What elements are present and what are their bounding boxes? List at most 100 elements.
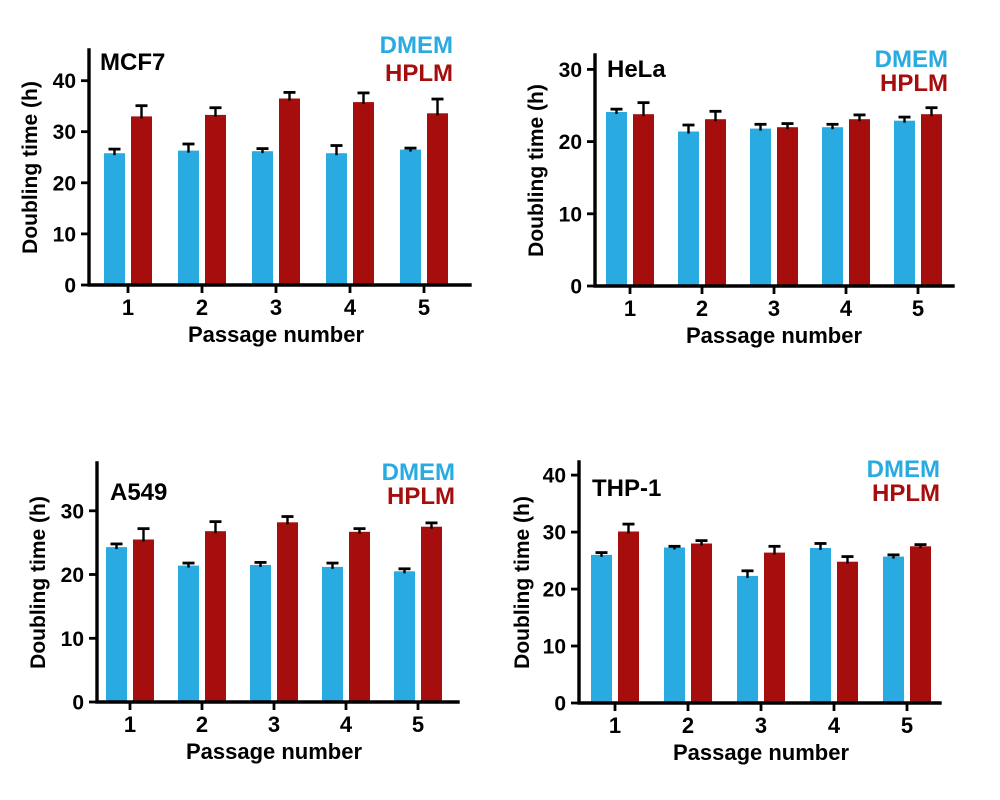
legend-dmem: DMEM: [380, 32, 453, 59]
legend-dmem: DMEM: [875, 46, 948, 73]
error-bar-hplm-p5: [425, 521, 438, 529]
error-bar-dmem-p1: [110, 542, 123, 550]
bar-dmem-p1: [606, 112, 627, 286]
error-bar-dmem-p2: [668, 544, 681, 550]
chart-a549: 0 10 20 30 1 2 3 4 5 Passage number Doubling time …: [27, 459, 460, 764]
error-bar-hplm-p4: [853, 113, 866, 122]
bar-hplm-p3: [279, 98, 300, 285]
x-tick-label: 1: [122, 295, 134, 320]
y-tick-label: 20: [53, 172, 76, 195]
error-bar-hplm-p1: [637, 101, 650, 117]
error-bar-hplm-p5: [925, 106, 938, 117]
error-bar-dmem-p2: [182, 561, 195, 568]
bar-dmem-p1: [106, 547, 127, 702]
bar-hplm-p2: [691, 543, 712, 703]
y-tick-label: 40: [53, 70, 76, 93]
y-tick-label: 10: [53, 223, 76, 246]
bar-dmem-p3: [750, 128, 771, 286]
x-tick-label: 3: [270, 295, 282, 320]
legend-dmem: DMEM: [382, 459, 455, 486]
bar-dmem-p3: [252, 151, 273, 285]
legend-dmem: DMEM: [867, 456, 940, 483]
bar-hplm-p2: [205, 114, 226, 286]
panel-title: MCF7: [100, 49, 165, 76]
error-bar-hplm-p1: [622, 522, 635, 534]
panel-title: HeLa: [607, 56, 666, 83]
bar-dmem-p1: [104, 153, 125, 285]
x-tick-label: 4: [344, 295, 357, 320]
bar-dmem-p2: [678, 131, 699, 286]
bar-hplm-p4: [353, 102, 374, 285]
error-bar-hplm-p1: [137, 527, 150, 542]
x-axis-label: Passage number: [673, 740, 850, 765]
x-tick-label: 1: [624, 296, 636, 321]
error-bar-hplm-p4: [353, 527, 366, 534]
bar-hplm-p1: [131, 116, 152, 286]
legend-hplm: HPLM: [387, 483, 455, 510]
error-bar-hplm-p2: [209, 106, 222, 117]
x-tick-label: 3: [755, 713, 767, 738]
error-bar-hplm-p3: [768, 544, 781, 555]
y-tick-label: 10: [61, 628, 84, 651]
x-tick-label: 4: [340, 712, 353, 737]
error-bar-hplm-p4: [357, 91, 370, 105]
bar-dmem-p5: [394, 571, 415, 702]
y-axis-label: Doubling time (h): [19, 81, 42, 254]
bar-hplm-p3: [277, 522, 298, 702]
error-bar-hplm-p2: [209, 520, 222, 534]
y-axis-label: Doubling time (h): [511, 496, 534, 669]
y-tick-label: 30: [543, 522, 566, 545]
x-tick-label: 2: [196, 712, 208, 737]
error-bar-dmem-p4: [814, 542, 827, 551]
bar-hplm-p5: [427, 113, 448, 285]
bar-hplm-p5: [921, 114, 942, 286]
error-bar-hplm-p5: [431, 97, 444, 116]
x-tick-label: 4: [840, 296, 853, 321]
bar-hplm-p1: [133, 539, 154, 702]
panel-title: THP-1: [592, 475, 661, 502]
bar-hplm-p2: [205, 531, 226, 702]
error-bar-dmem-p4: [330, 144, 343, 156]
y-tick-label: 0: [570, 276, 582, 299]
x-tick-label: 2: [682, 713, 694, 738]
x-axis-label: Passage number: [188, 322, 365, 347]
bar-hplm-p5: [421, 526, 442, 702]
error-bar-dmem-p3: [754, 122, 767, 131]
error-bar-hplm-p3: [781, 122, 794, 130]
x-tick-label: 3: [268, 712, 280, 737]
y-axis-label: Doubling time (h): [525, 84, 548, 257]
error-bar-hplm-p4: [841, 555, 854, 564]
x-axis-label: Passage number: [686, 323, 863, 348]
x-tick-label: 2: [696, 296, 708, 321]
bar-hplm-p4: [837, 561, 858, 703]
y-tick-label: 10: [543, 636, 566, 659]
y-axis-label: Doubling time (h): [27, 496, 50, 669]
error-bar-dmem-p1: [610, 107, 623, 115]
chart-thp1: 0 10 20 30 40 1 2 3 4 5 Passage number Doubling tim…: [511, 456, 942, 765]
error-bar-hplm-p1: [135, 104, 148, 119]
error-bar-dmem-p1: [595, 551, 608, 557]
bar-dmem-p4: [810, 548, 831, 703]
error-bar-dmem-p5: [898, 115, 911, 123]
x-tick-label: 1: [124, 712, 136, 737]
bar-dmem-p5: [400, 149, 421, 285]
error-bar-hplm-p3: [283, 91, 296, 101]
bar-hplm-p1: [633, 114, 654, 286]
x-tick-label: 1: [609, 713, 621, 738]
y-tick-label: 20: [543, 579, 566, 602]
y-tick-label: 0: [72, 692, 84, 715]
bar-dmem-p5: [894, 120, 915, 286]
chart-mcf7: 0 10 20 30 40 1 2 3 4 5 Passage number Doubling tim…: [19, 32, 472, 347]
chart-hela: 0 10 20 30 1 2 3 4 5 Passage number Doubling time …: [525, 46, 955, 348]
x-tick-label: 5: [418, 295, 430, 320]
panel-title: A549: [110, 479, 167, 506]
bar-hplm-p1: [618, 531, 639, 703]
x-tick-label: 2: [196, 295, 208, 320]
bar-hplm-p3: [764, 552, 785, 703]
error-bar-dmem-p3: [256, 147, 269, 154]
bar-dmem-p2: [178, 150, 199, 285]
bar-dmem-p1: [591, 554, 612, 703]
error-bar-dmem-p5: [398, 567, 411, 574]
error-bar-dmem-p3: [254, 561, 267, 567]
